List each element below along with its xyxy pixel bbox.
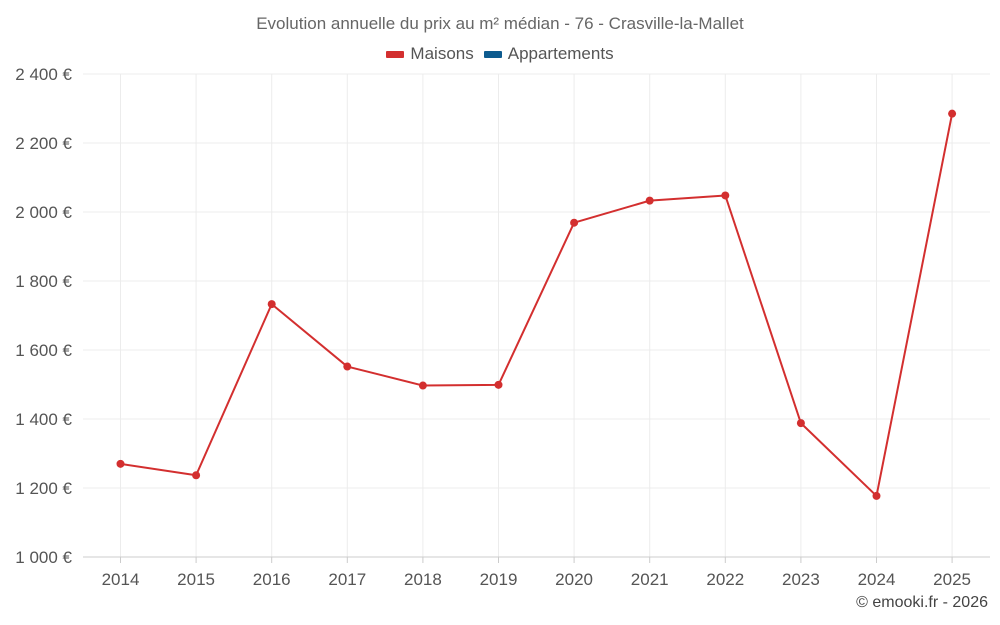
- data-point: [116, 459, 125, 468]
- credit[interactable]: © emooki.fr - 2026: [856, 594, 988, 611]
- data-point: [570, 218, 579, 227]
- chart-title: Evolution annuelle du prix au m² médian …: [256, 14, 744, 33]
- legend-swatch-maisons: [386, 50, 405, 58]
- legend-swatch-appartements: [483, 50, 502, 58]
- x-tick-label: 2017: [328, 570, 366, 589]
- data-point: [645, 196, 654, 205]
- legend-label-maisons: Maisons: [410, 44, 474, 63]
- x-tick-label: 2024: [858, 570, 896, 589]
- axes: 1 000 € 1 200 € 1 400 € 1 600 € 1 800 € 2 000…: [15, 65, 990, 589]
- y-tick-label: 2 200 €: [15, 134, 72, 153]
- y-tick-label: 2 000 €: [15, 203, 72, 222]
- y-tick-label: 1 600 €: [15, 341, 72, 360]
- x-tick-label: 2016: [253, 570, 291, 589]
- data-point: [267, 300, 276, 309]
- data-point: [418, 381, 427, 390]
- y-tick-label: 1 200 €: [15, 479, 72, 498]
- data-point: [948, 109, 957, 118]
- data-point: [796, 419, 805, 428]
- x-tick-label: 2020: [555, 570, 593, 589]
- legend-item-maisons[interactable]: Maisons: [386, 44, 474, 64]
- x-tick-label: 2021: [631, 570, 669, 589]
- x-tick-label: 2019: [480, 570, 518, 589]
- x-tick-label: 2025: [933, 570, 971, 589]
- y-tick-label: 1 000 €: [15, 548, 72, 567]
- x-tick-label: 2015: [177, 570, 215, 589]
- series-layer: [116, 109, 957, 500]
- y-tick-label: 1 800 €: [15, 272, 72, 291]
- x-tick-label: 2018: [404, 570, 442, 589]
- data-point: [494, 380, 503, 389]
- x-tick-label: 2022: [706, 570, 744, 589]
- data-point: [721, 191, 730, 200]
- x-tick-label: 2014: [102, 570, 140, 589]
- series-line-maisons: [120, 113, 954, 497]
- legend-label-appartements: Appartements: [507, 44, 614, 63]
- data-point: [343, 362, 352, 371]
- data-point: [192, 471, 201, 480]
- y-tick-label: 2 400 €: [15, 65, 72, 84]
- legend-item-appartements[interactable]: Appartements: [483, 44, 614, 64]
- legend: Maisons Appartements: [0, 44, 1000, 64]
- y-tick-label: 1 400 €: [15, 410, 72, 429]
- x-tick-label: 2023: [782, 570, 820, 589]
- grid: [83, 73, 990, 558]
- data-point: [872, 491, 881, 500]
